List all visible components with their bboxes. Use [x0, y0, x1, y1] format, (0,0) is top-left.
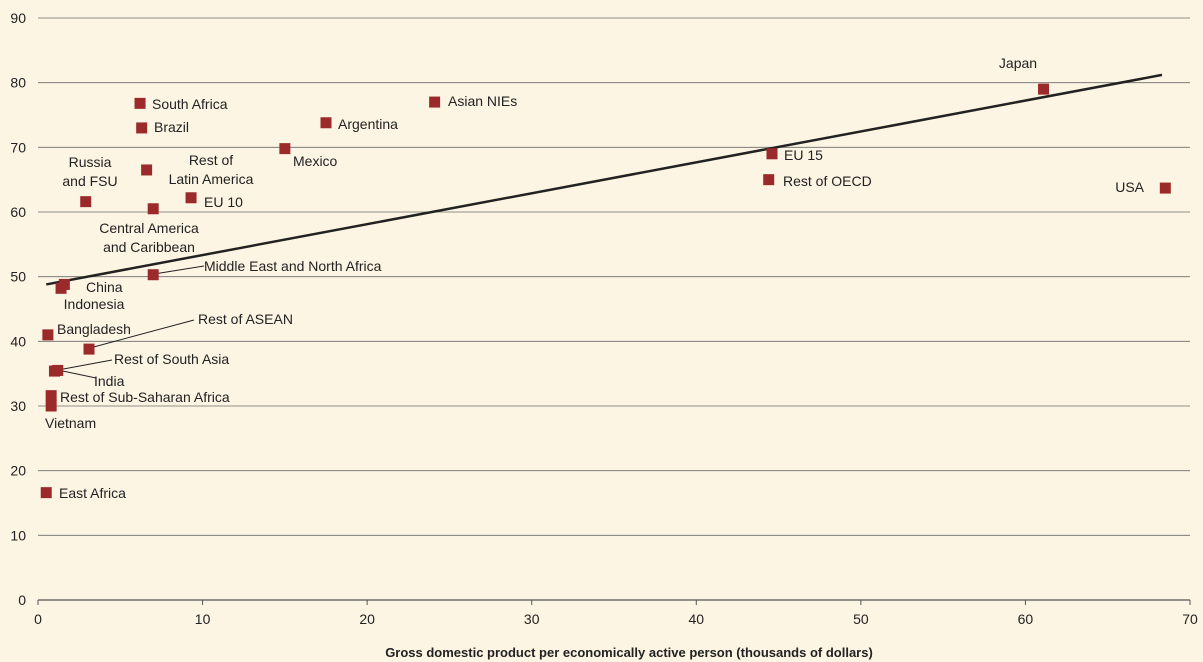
y-tick-labels: 0 10 20 30 40 50 60 70 80 90 [10, 10, 26, 608]
label-asian-nies: Asian NIEs [448, 93, 517, 109]
connector-india [58, 370, 96, 378]
y-tick-label: 80 [10, 75, 26, 91]
y-tick-label: 70 [10, 139, 26, 155]
label-rest-of-sub-saharan-africa: Rest of Sub-Saharan Africa [60, 389, 230, 405]
point-east-africa [41, 487, 52, 498]
y-tick-label: 0 [18, 592, 26, 608]
label-vietnam: Vietnam [45, 415, 96, 431]
y-tick-label: 50 [10, 269, 26, 285]
label-mexico: Mexico [293, 153, 338, 169]
y-tick-label: 60 [10, 204, 26, 220]
point-middle-east-and-north-africa [148, 269, 159, 280]
label-russia-and-fsu: Russia and FSU [62, 154, 117, 189]
connector-rest-of-south-asia [58, 360, 112, 370]
data-points [41, 84, 1171, 499]
label-eu-15: EU 15 [784, 147, 823, 163]
point-vietnam [46, 401, 57, 412]
label-south-africa: South Africa [152, 96, 228, 112]
label-rest-of-latin-america: Rest of Latin America [169, 152, 254, 187]
point-rest-of-sub-saharan-africa [46, 390, 57, 401]
label-india: India [94, 373, 125, 389]
x-tick-label: 10 [195, 611, 211, 627]
point-labels: Japan Asian NIEs South Africa Brazil Argenti… [45, 55, 1145, 501]
label-bangladesh: Bangladesh [57, 321, 131, 337]
point-rest-of-asean [84, 344, 95, 355]
label-rest-of-oecd: Rest of OECD [783, 173, 872, 189]
point-japan [1038, 84, 1049, 95]
label-argentina: Argentina [338, 116, 398, 132]
y-tick-label: 20 [10, 463, 26, 479]
x-tick-labels: 0 10 20 30 40 50 60 70 [34, 600, 1198, 627]
point-asian-nies [429, 97, 440, 108]
point-eu-15 [766, 148, 777, 159]
point-usa [1160, 183, 1171, 194]
x-tick-label: 60 [1018, 611, 1034, 627]
x-tick-label: 20 [359, 611, 375, 627]
y-tick-label: 30 [10, 398, 26, 414]
point-mexico [279, 143, 290, 154]
point-brazil [136, 122, 147, 133]
label-indonesia: Indonesia [64, 296, 125, 312]
point-south-africa [135, 98, 146, 109]
label-rest-of-asean: Rest of ASEAN [198, 311, 293, 327]
label-japan: Japan [999, 55, 1037, 71]
label-eu-10: EU 10 [204, 194, 243, 210]
y-tick-label: 90 [10, 10, 26, 26]
connector-middle-east-and-north-africa [154, 266, 204, 274]
point-rest-of-latin-america [141, 164, 152, 175]
y-tick-label: 10 [10, 527, 26, 543]
label-central-america-and-caribbean: Central America and Caribbean [99, 220, 199, 255]
point-rest-of-oecd [763, 174, 774, 185]
x-tick-label: 50 [853, 611, 869, 627]
label-usa: USA [1115, 179, 1144, 195]
point-india [49, 366, 60, 377]
label-middle-east-and-north-africa: Middle East and North Africa [204, 258, 382, 274]
x-axis-title: Gross domestic product per economically … [385, 645, 873, 660]
x-tick-label: 30 [524, 611, 540, 627]
y-tick-label: 40 [10, 333, 26, 349]
x-tick-label: 40 [688, 611, 704, 627]
point-indonesia [56, 283, 67, 294]
label-brazil: Brazil [154, 119, 189, 135]
point-eu-10 [186, 192, 197, 203]
point-russia-and-fsu [80, 196, 91, 207]
x-tick-label: 70 [1182, 611, 1198, 627]
point-central-america-and-caribbean [148, 203, 159, 214]
label-rest-of-south-asia: Rest of South Asia [114, 351, 229, 367]
point-bangladesh [42, 329, 53, 340]
point-argentina [321, 117, 332, 128]
label-china: China [86, 279, 123, 295]
x-tick-label: 0 [34, 611, 42, 627]
label-east-africa: East Africa [59, 485, 126, 501]
